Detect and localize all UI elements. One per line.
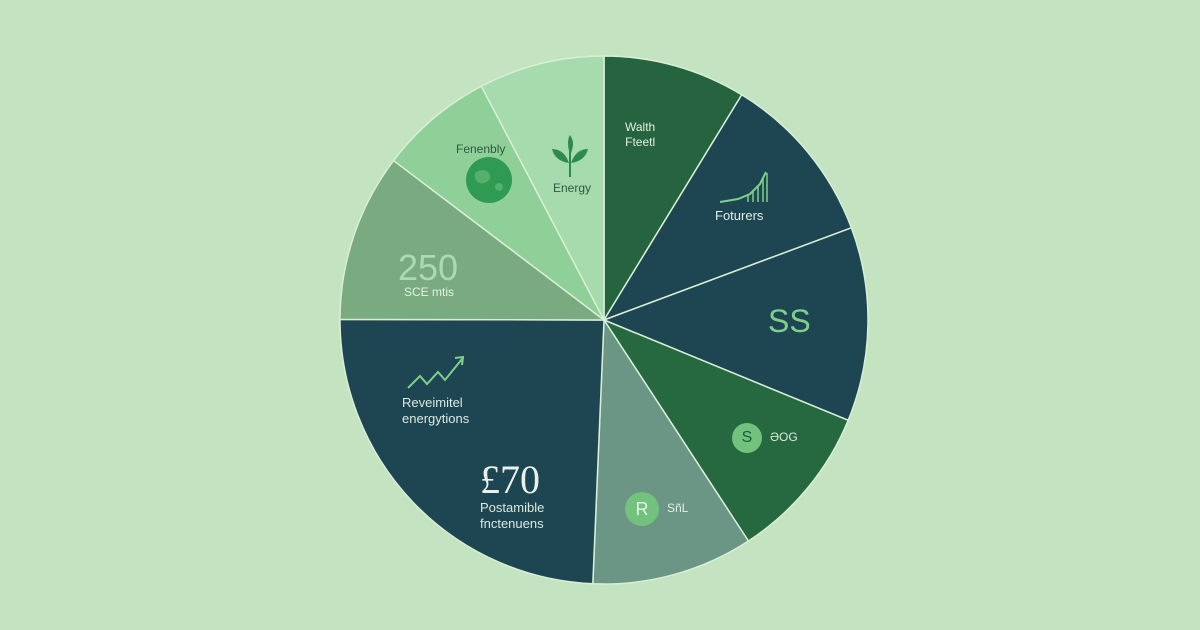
pie-slice-2 (601, 226, 869, 422)
slice-value-70: £70 (480, 457, 540, 502)
slice-sublabel-postamible: Postamible fnctenuens (480, 500, 545, 532)
pie-slice-6 (339, 159, 607, 321)
slice-label-foturers: Foturers (715, 208, 764, 223)
slice-value-250: 250 (398, 247, 459, 288)
globe-icon (466, 157, 512, 203)
leaf-icon (552, 135, 588, 177)
r-badge: R (625, 492, 659, 526)
slice-label-snl: R SñL (625, 492, 688, 526)
slice-label-aog: S ƏOG (732, 423, 798, 453)
pie-slice-8 (480, 55, 605, 321)
pie-slice-7 (392, 85, 605, 321)
slice-label-energy: Energy (553, 181, 592, 195)
s-badge: S (732, 423, 762, 453)
slice-label-reveimitel: Reveimitel energytions (402, 395, 470, 427)
pie-slice-1 (602, 93, 853, 322)
trend-arrow-icon (407, 355, 465, 389)
slice-value-ss: SS (768, 303, 811, 339)
growth-bar-chart-icon (719, 171, 768, 203)
pie-slice-0 (603, 55, 743, 323)
slice-label-fenenbly: Fenenbly (456, 142, 506, 156)
pie-slice-3 (602, 318, 850, 543)
pie-slice-5 (339, 318, 605, 585)
slice-label-walth: Walth Fteetl (625, 120, 656, 149)
slice-label-sce: SCE mtis (404, 285, 455, 299)
